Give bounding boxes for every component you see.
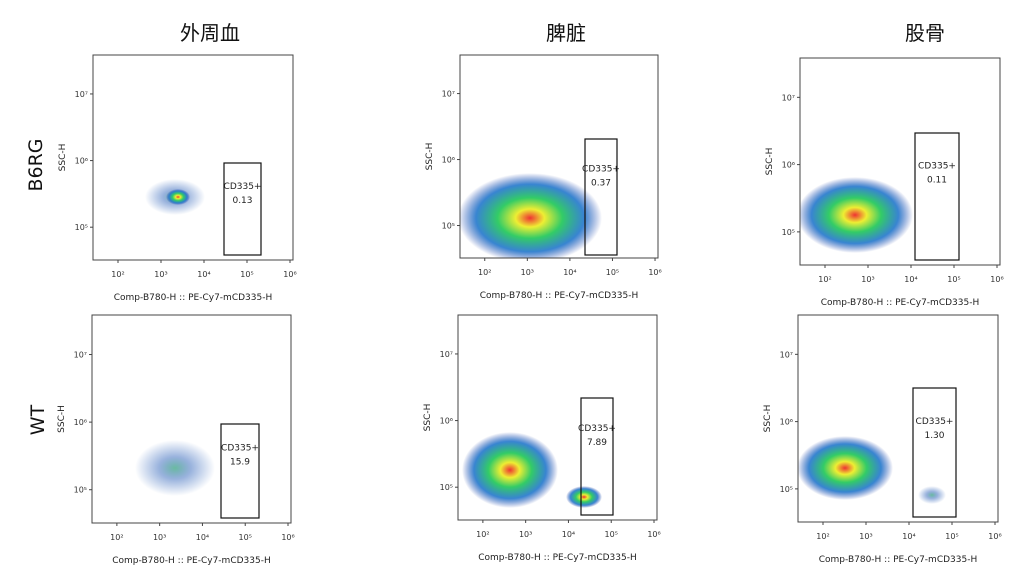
y-axis-label: SSC-H [57, 405, 67, 433]
x-axis-label: Comp-B780-H :: PE-Cy7-mCD335-H [112, 556, 270, 566]
plot-frame [92, 54, 294, 261]
y-axis-label: SSC-H [763, 405, 773, 433]
y-tick-label: 10⁷ [74, 351, 87, 360]
x-tick-label: 10⁴ [562, 530, 575, 539]
gate-value: 15.9 [230, 457, 250, 467]
x-axis-label: Comp-B780-H :: PE-Cy7-mCD335-H [114, 293, 272, 303]
x-tick-label: 10⁶ [648, 268, 661, 277]
x-tick-label: 10⁵ [606, 268, 619, 277]
x-tick-label: 10⁵ [605, 530, 618, 539]
x-tick-label: 10² [476, 530, 489, 539]
y-axis-label: SSC-H [423, 404, 433, 432]
row-label: WT [27, 404, 49, 435]
x-tick-label: 10⁴ [902, 532, 915, 541]
x-axis-label: Comp-B780-H :: PE-Cy7-mCD335-H [480, 291, 638, 301]
gate-value: 0.37 [591, 178, 611, 188]
x-axis-label: Comp-B780-H :: PE-Cy7-mCD335-H [821, 298, 979, 308]
plot-frame [799, 57, 1001, 266]
y-axis-label: SSC-H [58, 144, 68, 172]
gate-label: CD335+ [916, 417, 954, 427]
x-tick-label: 10⁵ [947, 275, 960, 284]
gate-label: CD335+ [918, 162, 956, 172]
y-tick-label: 10⁶ [780, 418, 793, 427]
y-tick-label: 10⁶ [74, 418, 87, 427]
x-tick-label: 10⁶ [647, 530, 660, 539]
density-cloud [798, 436, 893, 500]
plot-frame [91, 314, 292, 524]
x-tick-label: 10⁴ [563, 268, 576, 277]
row-label: B6RG [25, 138, 47, 191]
x-axis-label: Comp-B780-H :: PE-Cy7-mCD335-H [819, 555, 977, 565]
y-axis-label: SSC-H [425, 143, 435, 171]
plot-frame [459, 54, 659, 259]
y-axis-label: SSC-H [765, 148, 775, 176]
x-tick-label: 10³ [861, 275, 874, 284]
x-tick-label: 10² [816, 532, 829, 541]
x-tick-label: 10² [478, 268, 491, 277]
y-tick-label: 10⁵ [440, 483, 453, 492]
gate-label: CD335+ [224, 182, 262, 192]
x-tick-label: 10⁶ [283, 270, 296, 279]
density-cloud [135, 440, 215, 496]
gate [580, 397, 614, 516]
x-tick-label: 10⁵ [240, 270, 253, 279]
gate-value: 1.30 [924, 431, 944, 441]
gate-label: CD335+ [582, 164, 620, 174]
gate [223, 162, 262, 256]
x-tick-label: 10⁴ [197, 270, 210, 279]
x-tick-label: 10⁵ [239, 533, 252, 542]
x-tick-label: 10⁴ [196, 533, 209, 542]
x-tick-label: 10³ [153, 533, 166, 542]
x-tick-label: 10² [111, 270, 124, 279]
density-cloud [566, 486, 602, 508]
y-tick-label: 10⁷ [440, 350, 453, 359]
density-cloud [462, 432, 558, 508]
y-tick-label: 10⁶ [440, 417, 453, 426]
density-cloud [166, 189, 190, 205]
column-title: 股骨 [905, 21, 945, 45]
x-tick-label: 10⁶ [990, 275, 1003, 284]
x-tick-label: 10³ [859, 532, 872, 541]
gate [584, 138, 618, 256]
gate [914, 132, 960, 261]
gate [220, 423, 260, 519]
y-tick-label: 10⁶ [782, 161, 795, 170]
density-cloud [918, 486, 946, 504]
column-title: 脾脏 [546, 21, 586, 45]
y-tick-label: 10⁵ [442, 222, 455, 231]
y-tick-label: 10⁵ [75, 223, 88, 232]
y-tick-label: 10⁷ [780, 350, 793, 359]
y-tick-label: 10⁵ [74, 486, 87, 495]
x-tick-label: 10⁵ [945, 532, 958, 541]
x-tick-label: 10⁶ [988, 532, 1001, 541]
gate [912, 387, 957, 518]
x-tick-label: 10² [110, 533, 123, 542]
y-tick-label: 10⁷ [782, 93, 795, 102]
x-axis-label: Comp-B780-H :: PE-Cy7-mCD335-H [478, 553, 636, 563]
y-tick-label: 10⁶ [75, 157, 88, 166]
column-title: 外周血 [180, 21, 240, 45]
x-tick-label: 10³ [154, 270, 167, 279]
y-tick-label: 10⁵ [782, 228, 795, 237]
gate-value: 7.89 [587, 438, 607, 448]
x-tick-label: 10³ [519, 530, 532, 539]
x-tick-label: 10² [818, 275, 831, 284]
gate-label: CD335+ [578, 424, 616, 434]
density-cloud [800, 177, 913, 253]
y-tick-label: 10⁷ [75, 90, 88, 99]
x-tick-label: 10⁶ [281, 533, 294, 542]
y-tick-label: 10⁵ [780, 485, 793, 494]
plot-frame [797, 314, 999, 523]
density-cloud [460, 173, 602, 258]
gate-value: 0.11 [927, 176, 947, 186]
x-tick-label: 10⁴ [904, 275, 917, 284]
plot-frame [457, 314, 658, 521]
y-tick-label: 10⁶ [442, 156, 455, 165]
x-tick-label: 10³ [521, 268, 534, 277]
gate-label: CD335+ [221, 443, 259, 453]
gate-value: 0.13 [232, 196, 252, 206]
y-tick-label: 10⁷ [442, 90, 455, 99]
